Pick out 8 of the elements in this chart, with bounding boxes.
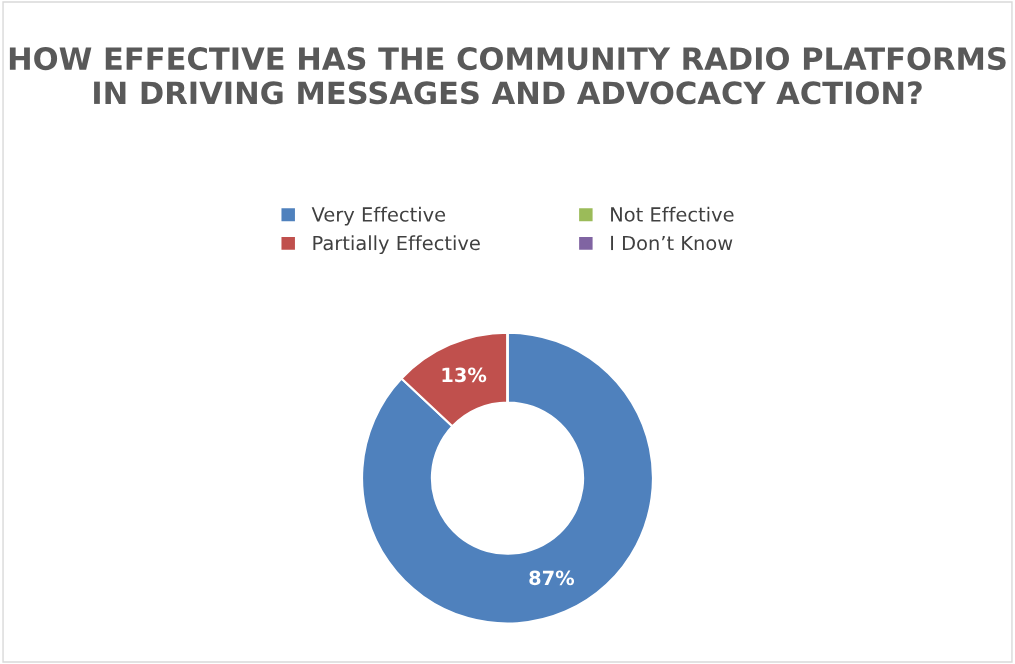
data-label: 87%	[529, 570, 575, 586]
legend-label: I Don’t Know	[611, 235, 733, 251]
legend-label: Not Effective	[611, 206, 734, 222]
donut-slice	[361, 331, 654, 625]
legend-label: Partially Effective	[313, 235, 480, 255]
chart-title: HOW EFFECTIVE HAS THE COMMUNITY RADIO PLATFORMS IN DRIVING MESSAGES AND ADVOCACY ACTION?	[9, 47, 1006, 105]
data-label: 13%	[442, 367, 487, 383]
legend-label: Very Effective	[311, 206, 446, 226]
